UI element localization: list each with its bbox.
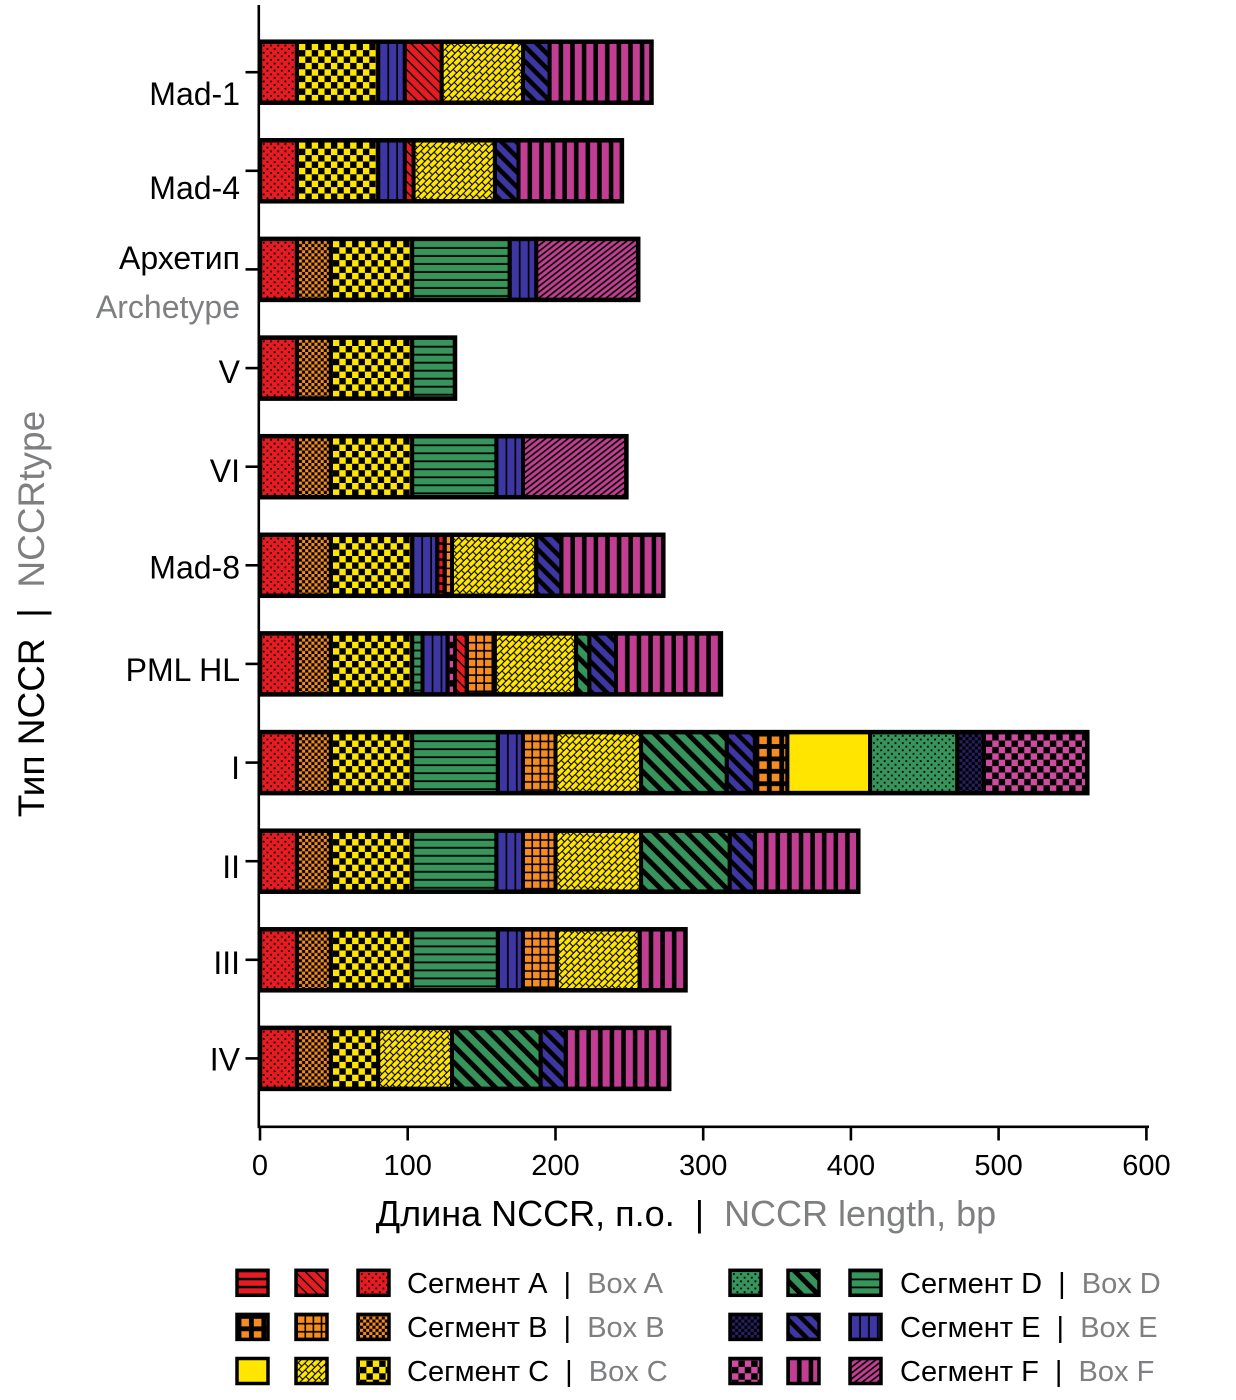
svg-text:Сегмент А | Box A: Сегмент А | Box A (407, 1268, 664, 1300)
svg-text:II: II (222, 849, 240, 885)
svg-text:Archetype: Archetype (96, 289, 240, 325)
svg-text:Длина NCCR, п.о. | NCCR leng: Длина NCCR, п.о. | NCCR length, bp (376, 1193, 996, 1234)
svg-text:Сегмент E | Box E: Сегмент E | Box E (900, 1312, 1158, 1344)
svg-text:Сегмент B | Box B: Сегмент B | Box B (407, 1312, 665, 1344)
svg-text:Mad-1: Mad-1 (149, 76, 240, 112)
svg-text:III: III (213, 945, 240, 981)
svg-text:500: 500 (974, 1150, 1022, 1182)
svg-text:300: 300 (679, 1150, 727, 1182)
svg-text:Сегмент D | Box D: Сегмент D | Box D (900, 1268, 1161, 1300)
svg-text:VI: VI (210, 453, 240, 489)
svg-text:Mad-4: Mad-4 (149, 170, 240, 206)
svg-text:Архетип: Архетип (119, 240, 240, 276)
svg-text:600: 600 (1122, 1150, 1170, 1182)
svg-text:400: 400 (827, 1150, 875, 1182)
svg-text:0: 0 (252, 1150, 268, 1182)
svg-text:PML HL: PML HL (126, 652, 240, 688)
svg-text:Сегмент F | Box F: Сегмент F | Box F (900, 1356, 1154, 1388)
svg-text:Тип NCCR | NCCRtype: Тип NCCR | NCCRtype (11, 411, 52, 817)
svg-text:I: I (231, 750, 240, 786)
svg-text:Сегмент C | Box C: Сегмент C | Box C (407, 1356, 668, 1388)
svg-text:V: V (219, 354, 241, 390)
svg-text:200: 200 (531, 1150, 579, 1182)
svg-text:IV: IV (210, 1042, 241, 1078)
svg-text:Mad-8: Mad-8 (149, 550, 240, 586)
svg-text:100: 100 (384, 1150, 432, 1182)
